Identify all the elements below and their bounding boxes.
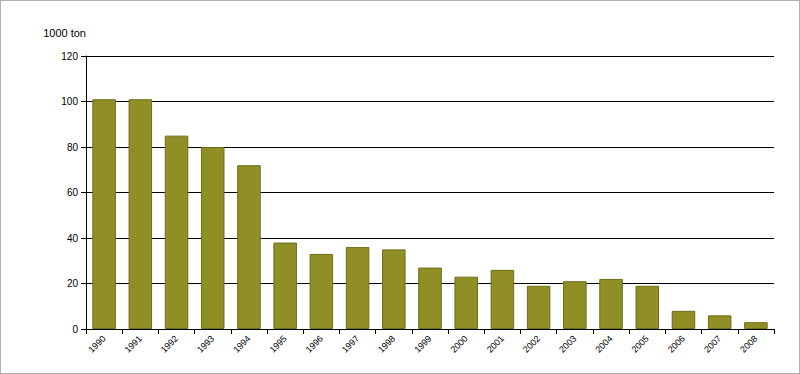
svg-text:80: 80	[67, 142, 79, 153]
svg-text:1000 ton: 1000 ton	[43, 27, 86, 39]
svg-text:120: 120	[61, 51, 78, 62]
svg-text:2000: 2000	[449, 333, 470, 354]
svg-text:2007: 2007	[702, 333, 723, 354]
svg-text:1994: 1994	[231, 333, 252, 354]
svg-text:1993: 1993	[195, 333, 216, 354]
svg-text:1998: 1998	[376, 333, 397, 354]
svg-text:100: 100	[61, 96, 78, 107]
svg-text:2003: 2003	[557, 333, 578, 354]
svg-text:1999: 1999	[412, 333, 433, 354]
svg-text:1990: 1990	[86, 333, 107, 354]
svg-text:2006: 2006	[666, 333, 687, 354]
svg-text:1991: 1991	[123, 333, 144, 354]
svg-text:2002: 2002	[521, 333, 542, 354]
svg-text:20: 20	[67, 278, 79, 289]
svg-text:2004: 2004	[593, 333, 614, 354]
svg-text:40: 40	[67, 233, 79, 244]
svg-text:1997: 1997	[340, 333, 361, 354]
svg-text:2005: 2005	[630, 333, 651, 354]
svg-text:2008: 2008	[738, 333, 759, 354]
svg-text:2001: 2001	[485, 333, 506, 354]
svg-text:1992: 1992	[159, 333, 180, 354]
svg-text:1996: 1996	[304, 333, 325, 354]
svg-text:60: 60	[67, 187, 79, 198]
svg-text:0: 0	[72, 324, 78, 335]
svg-text:1995: 1995	[267, 333, 288, 354]
